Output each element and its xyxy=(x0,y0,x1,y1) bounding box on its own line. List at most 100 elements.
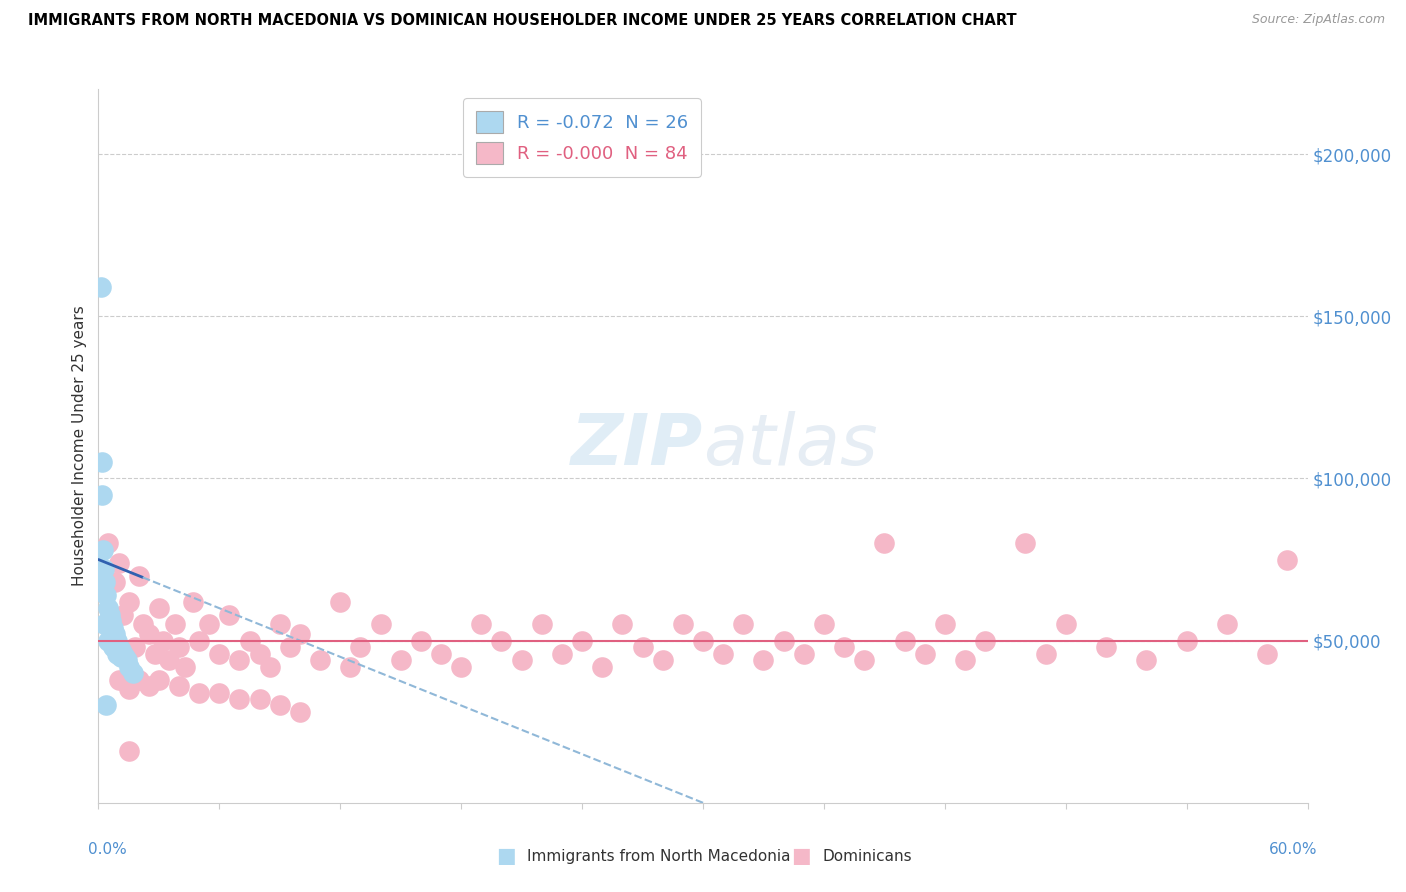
Point xyxy=(91,488,114,502)
Point xyxy=(105,647,128,661)
Text: ■: ■ xyxy=(792,847,811,866)
Point xyxy=(571,633,593,648)
Point xyxy=(1054,617,1077,632)
Point xyxy=(97,601,120,615)
Point xyxy=(249,692,271,706)
Point xyxy=(118,682,141,697)
Point xyxy=(100,614,122,628)
Point xyxy=(198,617,221,632)
Text: Source: ZipAtlas.com: Source: ZipAtlas.com xyxy=(1251,13,1385,27)
Point xyxy=(93,617,115,632)
Point xyxy=(114,649,136,664)
Point xyxy=(1095,640,1118,654)
Point xyxy=(138,627,160,641)
Point xyxy=(591,659,613,673)
Point xyxy=(152,633,174,648)
Point xyxy=(110,649,132,664)
Point xyxy=(752,653,775,667)
Text: Dominicans: Dominicans xyxy=(823,849,912,863)
Point xyxy=(309,653,332,667)
Point xyxy=(269,617,291,632)
Point xyxy=(370,617,392,632)
Point xyxy=(692,633,714,648)
Point xyxy=(188,685,211,699)
Point xyxy=(103,575,125,590)
Text: atlas: atlas xyxy=(703,411,877,481)
Point xyxy=(107,640,129,654)
Point xyxy=(97,536,120,550)
Point xyxy=(733,617,755,632)
Point xyxy=(167,679,190,693)
Point xyxy=(90,280,112,294)
Point xyxy=(107,673,129,687)
Point xyxy=(793,647,815,661)
Point xyxy=(1256,647,1278,661)
Point xyxy=(409,633,432,648)
Point xyxy=(208,647,231,661)
Point xyxy=(143,647,166,661)
Point xyxy=(953,653,976,667)
Point xyxy=(249,647,271,661)
Point xyxy=(339,659,361,673)
Point xyxy=(672,617,695,632)
Point xyxy=(893,633,915,648)
Point xyxy=(118,659,141,673)
Point xyxy=(329,595,352,609)
Point xyxy=(470,617,492,632)
Point xyxy=(914,647,936,661)
Point xyxy=(115,653,138,667)
Point xyxy=(853,653,876,667)
Point xyxy=(94,575,117,590)
Point xyxy=(96,588,118,602)
Point xyxy=(974,633,997,648)
Point xyxy=(651,653,673,667)
Point xyxy=(1175,633,1198,648)
Point xyxy=(101,621,124,635)
Point xyxy=(124,640,146,654)
Text: ■: ■ xyxy=(496,847,516,866)
Point xyxy=(118,595,141,609)
Point xyxy=(389,653,412,667)
Point xyxy=(612,617,634,632)
Point xyxy=(288,705,311,719)
Point xyxy=(832,640,855,654)
Point xyxy=(1035,647,1057,661)
Legend: R = -0.072  N = 26, R = -0.000  N = 84: R = -0.072 N = 26, R = -0.000 N = 84 xyxy=(463,98,702,177)
Point xyxy=(631,640,654,654)
Point xyxy=(111,647,134,661)
Point xyxy=(118,744,141,758)
Y-axis label: Householder Income Under 25 years: Householder Income Under 25 years xyxy=(72,306,87,586)
Point xyxy=(105,633,128,648)
Point xyxy=(121,666,143,681)
Point xyxy=(107,556,129,570)
Point xyxy=(430,647,453,661)
Point xyxy=(218,607,240,622)
Point xyxy=(98,607,121,622)
Point xyxy=(111,607,134,622)
Point xyxy=(510,653,533,667)
Point xyxy=(1014,536,1036,550)
Point xyxy=(103,627,125,641)
Point xyxy=(349,640,371,654)
Point xyxy=(97,633,120,648)
Text: 0.0%: 0.0% xyxy=(89,842,127,856)
Point xyxy=(188,633,211,648)
Point xyxy=(1216,617,1239,632)
Point xyxy=(163,617,186,632)
Point xyxy=(228,692,250,706)
Point xyxy=(530,617,553,632)
Point xyxy=(269,698,291,713)
Point xyxy=(1135,653,1157,667)
Point xyxy=(96,698,118,713)
Point xyxy=(208,685,231,699)
Text: 60.0%: 60.0% xyxy=(1270,842,1317,856)
Text: Immigrants from North Macedonia: Immigrants from North Macedonia xyxy=(527,849,790,863)
Text: ZIP: ZIP xyxy=(571,411,703,481)
Point xyxy=(873,536,896,550)
Point xyxy=(1277,552,1299,566)
Point xyxy=(239,633,262,648)
Point xyxy=(174,659,197,673)
Point xyxy=(157,653,180,667)
Point xyxy=(813,617,835,632)
Text: IMMIGRANTS FROM NORTH MACEDONIA VS DOMINICAN HOUSEHOLDER INCOME UNDER 25 YEARS C: IMMIGRANTS FROM NORTH MACEDONIA VS DOMIN… xyxy=(28,13,1017,29)
